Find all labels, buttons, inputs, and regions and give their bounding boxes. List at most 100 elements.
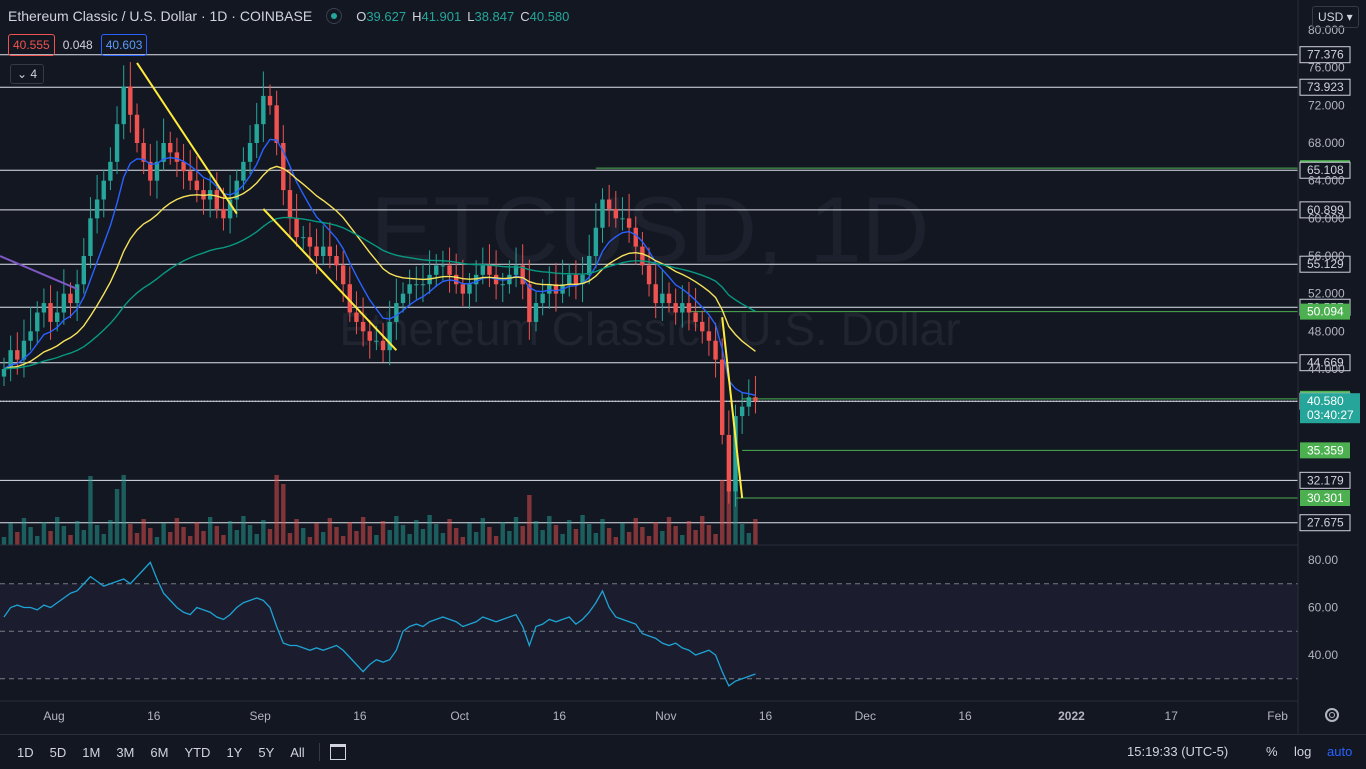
level-label: 65.108 [1307,163,1344,177]
volume-bar [653,522,658,545]
candle-body [573,274,579,285]
date-range-icon[interactable] [329,744,346,760]
log-toggle[interactable]: log [1294,744,1312,759]
volume-bar [739,524,745,545]
volume-bar [307,537,313,545]
sell-button[interactable]: 40.555 [8,34,55,56]
auto-toggle[interactable]: auto [1327,744,1353,759]
candle-body [540,293,545,304]
volume-bar [520,526,525,545]
candle-body [221,208,226,219]
bottom-toolbar: 1D 5D 1M 3M 6M YTD 1Y 5Y All 15:19:33 (U… [0,734,1366,769]
range-1y[interactable]: 1Y [226,744,243,760]
buy-button[interactable]: 40.603 [100,34,148,56]
ohlc-low: L38.847 [467,8,515,24]
volume-bar [74,521,80,545]
last-price-box [1300,393,1360,424]
volume-bar [181,527,186,545]
level-label: 77.376 [1307,48,1344,62]
candle-body [380,340,386,351]
candle-body [706,331,712,341]
range-1d[interactable]: 1D [17,744,34,760]
volume-bar [447,519,452,545]
volume-bar [646,536,652,545]
indicators-toggle[interactable]: ⌄ 4 [10,64,45,84]
volume-bar [726,489,732,545]
candle-body [593,227,599,256]
candle-body [88,218,93,256]
range-ytd[interactable]: YTD [184,744,211,760]
volume-bar [620,523,625,545]
clock[interactable]: 15:19:33 (UTC-5) [1127,744,1229,759]
range-1m[interactable]: 1M [82,744,101,760]
candle-body [108,161,113,181]
candle-body [114,124,120,162]
volume-bar [606,528,612,545]
currency-select[interactable]: USD ▾ [1312,6,1359,28]
percent-toggle[interactable]: % [1266,744,1278,759]
volume-bar [487,527,492,545]
x-tick-label: 2022 [1058,709,1085,723]
candle-body [154,161,160,181]
candle-body [567,274,572,285]
candle-body [327,246,333,256]
candle-body [234,180,239,200]
candle-body [454,274,459,285]
volume-bar [314,523,319,545]
symbol-title[interactable]: Ethereum Classic / U.S. Dollar · 1D · CO… [8,8,313,24]
x-tick-label: 16 [958,709,972,723]
volume-bar [154,537,160,545]
volume-bar [434,524,439,545]
y-tick-label: 48.000 [1308,324,1345,338]
candle-body [733,416,738,492]
candle-body [420,284,426,286]
volume-bar [473,532,479,545]
volume-bar [693,530,698,545]
volume-bar [387,530,392,545]
ema-slow-line [3,216,756,370]
volume-bar [394,516,399,545]
range-5y[interactable]: 5Y [258,744,275,760]
volume-bar [360,517,366,545]
candle-body [606,199,612,209]
candle-body [374,340,379,342]
candle-body [148,161,153,181]
candle-body [1,369,7,377]
range-all[interactable]: All [290,744,305,760]
candle-body [74,284,80,304]
range-6m[interactable]: 6M [150,744,169,760]
volume-bar [573,529,579,545]
volume-bar [108,520,113,545]
x-tick-label: Feb [1267,709,1288,723]
volume-bar [254,534,259,545]
volume-bar [454,528,459,545]
ohlc-open: O39.627 [356,8,407,24]
volume-bar [414,520,419,545]
range-3m[interactable]: 3M [116,744,135,760]
candle-body [680,303,685,313]
candle-body [301,237,306,239]
candle-body [587,256,592,275]
y-tick-label: 64.000 [1308,174,1345,188]
level-label: 44.669 [1307,356,1344,370]
candle-body [101,180,106,200]
gear-icon[interactable] [1325,708,1339,722]
volume-bar [533,521,539,545]
volume-bar [633,518,638,545]
range-5d[interactable]: 5D [49,744,67,760]
price-chart[interactable]: ETCUSD, 1D Ethereum Classic / U.S. Dolla… [0,0,1366,734]
candle-body [460,284,466,294]
candle-body [15,350,20,360]
volume-bar [174,518,180,545]
candle-body [739,406,745,417]
candle-body [693,312,698,322]
candle-body [287,190,293,219]
volume-bar [580,515,585,545]
rsi-tick-label: 40.00 [1308,648,1338,662]
eye-icon[interactable] [326,8,343,24]
volume-bar [321,532,326,545]
volume-bar [460,537,466,545]
trendline-purple [0,255,78,290]
level-label-box [1300,303,1350,320]
y-tick-label: 80.000 [1308,23,1345,37]
